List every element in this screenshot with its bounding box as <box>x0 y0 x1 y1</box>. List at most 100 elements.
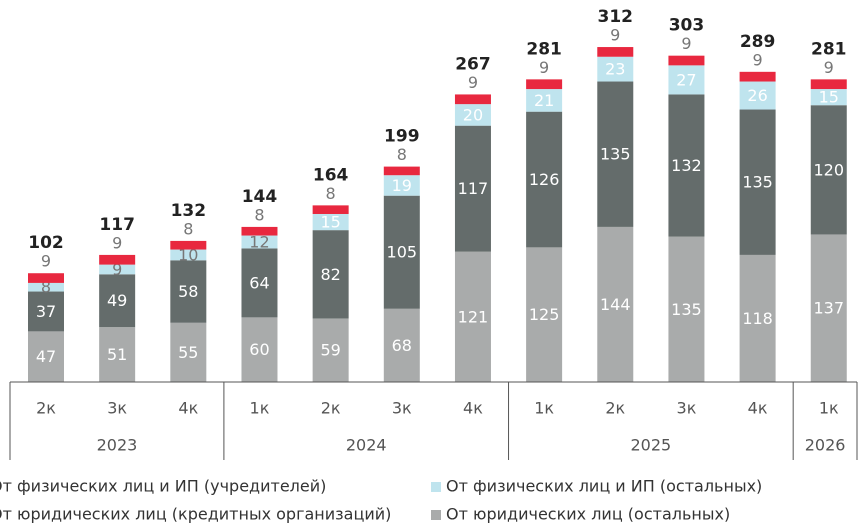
value-label: 47 <box>36 347 56 366</box>
total-label: 144 <box>242 187 278 207</box>
value-label: 51 <box>107 345 127 364</box>
bar-segment <box>170 240 207 250</box>
value-label: 144 <box>600 295 631 314</box>
value-label: 132 <box>671 156 702 175</box>
bar-segment <box>383 166 420 176</box>
value-label: 121 <box>458 307 489 326</box>
bar-segment <box>668 236 705 382</box>
value-label: 15 <box>819 88 839 107</box>
bar-segment <box>28 282 64 292</box>
value-label: 9 <box>112 233 122 252</box>
value-label: 27 <box>676 70 696 89</box>
bar-segment <box>241 226 278 236</box>
value-label: 9 <box>41 252 51 271</box>
x-tick-label: 3к <box>107 399 127 418</box>
bar-segment <box>99 274 136 328</box>
value-label: 60 <box>249 340 269 359</box>
value-label: 105 <box>387 243 418 262</box>
value-label: 9 <box>753 50 763 69</box>
value-label: 23 <box>605 60 625 79</box>
x-tick-label: 1к <box>819 399 839 418</box>
bar-segment <box>526 111 563 248</box>
total-label: 303 <box>669 16 705 36</box>
total-label: 164 <box>313 165 349 185</box>
bar-segment <box>454 125 491 252</box>
bar-segment <box>28 331 64 382</box>
bar-segment <box>312 230 349 319</box>
x-tick-label: 2к <box>36 399 56 418</box>
bar-segment <box>810 105 847 235</box>
bar-segment <box>597 56 634 82</box>
value-label: 118 <box>742 309 773 328</box>
total-label: 132 <box>171 201 207 221</box>
value-label: 120 <box>813 160 844 179</box>
bar-segment <box>312 205 349 214</box>
value-label: 117 <box>458 179 489 198</box>
value-label: 8 <box>397 145 407 164</box>
value-label: 15 <box>320 213 340 232</box>
value-label: 9 <box>112 260 122 279</box>
bar-segment <box>739 109 776 255</box>
bar-segment <box>739 71 776 82</box>
bar-segment <box>739 81 776 110</box>
value-label: 59 <box>320 341 340 360</box>
bar-segment <box>526 247 563 382</box>
value-label: 8 <box>254 205 264 224</box>
bar-segment <box>810 79 847 90</box>
bar-segment <box>668 65 705 95</box>
total-label: 117 <box>99 215 135 235</box>
value-label: 9 <box>610 26 620 45</box>
legend-swatch <box>431 510 441 520</box>
value-label: 37 <box>36 302 56 321</box>
x-tick-label: 1к <box>250 399 270 418</box>
total-label: 281 <box>526 39 562 59</box>
value-label: 58 <box>178 282 198 301</box>
x-tick-label: 4к <box>463 399 483 418</box>
bar-segment <box>739 254 776 382</box>
bar-segment <box>526 79 563 90</box>
bar-segment <box>597 81 634 227</box>
legend-label: От физических лиц и ИП (остальных) <box>446 477 762 496</box>
bar-segment <box>454 251 491 382</box>
group-label: 2026 <box>805 436 846 455</box>
bar-segment <box>312 213 349 231</box>
bar-segment <box>597 47 634 57</box>
value-label: 126 <box>529 170 560 189</box>
value-label: 12 <box>249 232 269 251</box>
total-label: 281 <box>811 39 847 59</box>
group-label: 2025 <box>631 436 672 455</box>
value-label: 125 <box>529 305 560 324</box>
value-label: 135 <box>600 145 631 164</box>
x-tick-label: 3к <box>677 399 697 418</box>
legend-label: От физических лиц и ИП (учредителей) <box>0 477 326 496</box>
bar-segment <box>241 248 278 318</box>
value-label: 8 <box>41 278 51 297</box>
x-tick-label: 1к <box>534 399 554 418</box>
bar-segment <box>454 94 491 105</box>
value-label: 9 <box>468 73 478 92</box>
value-label: 9 <box>824 58 834 77</box>
value-label: 64 <box>249 273 269 292</box>
bar-segment <box>170 322 207 382</box>
x-tick-label: 4к <box>748 399 768 418</box>
value-label: 68 <box>392 336 412 355</box>
value-label: 20 <box>463 105 483 124</box>
group-label: 2023 <box>97 436 138 455</box>
value-label: 49 <box>107 291 127 310</box>
value-label: 19 <box>392 176 412 195</box>
bar-segment <box>668 55 705 66</box>
value-label: 137 <box>813 299 844 318</box>
x-tick-label: 2к <box>321 399 341 418</box>
x-tick-label: 2к <box>605 399 625 418</box>
bar-segment <box>810 234 847 382</box>
legend-label: От юридических лиц (кредитных организаци… <box>0 505 391 524</box>
value-label: 135 <box>671 300 702 319</box>
x-tick-label: 3к <box>392 399 412 418</box>
bar-segment <box>170 260 207 323</box>
value-label: 82 <box>320 265 340 284</box>
bar-segment <box>383 195 420 309</box>
legend-label: От юридических лиц (остальных) <box>446 505 730 524</box>
total-label: 267 <box>455 54 491 74</box>
value-label: 8 <box>183 219 193 238</box>
